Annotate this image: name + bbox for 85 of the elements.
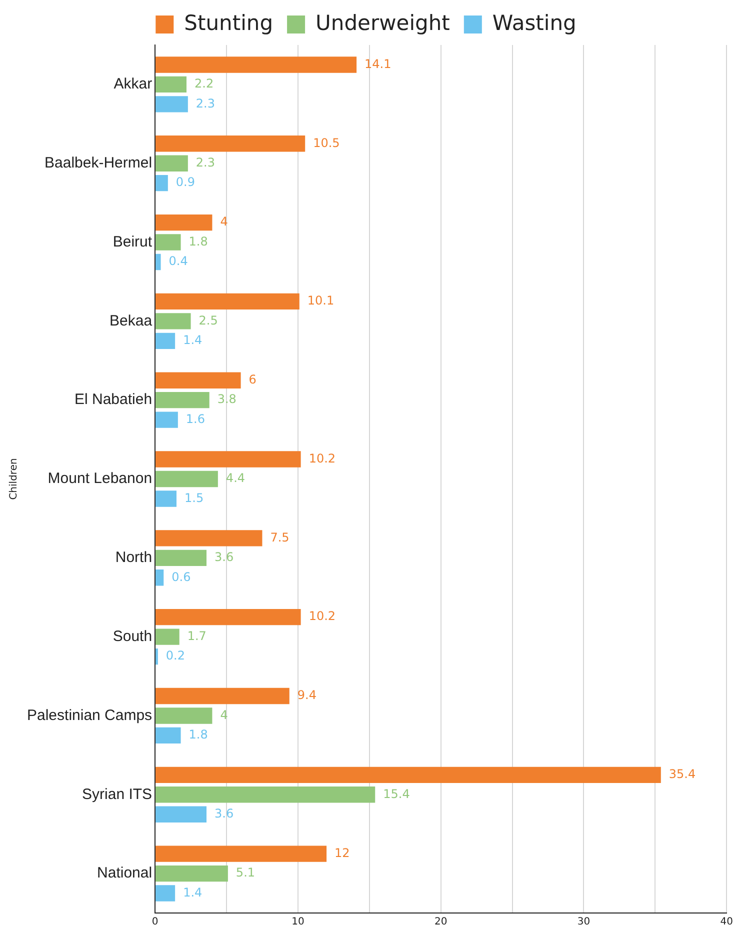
data-label: 3.6 (214, 550, 234, 564)
data-label: 0.9 (176, 175, 196, 190)
y-tick-label: Beirut (112, 233, 153, 250)
data-label: 7.5 (270, 530, 290, 544)
bar (156, 96, 188, 112)
data-label: 35.4 (668, 767, 696, 782)
data-label: 3.6 (214, 806, 234, 820)
data-label: 14.1 (364, 56, 392, 71)
data-label: 15.4 (383, 786, 410, 801)
bar (156, 254, 161, 270)
data-label: 2.3 (196, 96, 216, 110)
y-tick-label: Syrian ITS (82, 786, 152, 803)
x-tick-label: 10 (292, 916, 304, 928)
bar (156, 56, 357, 73)
y-tick-label: South (112, 628, 152, 645)
y-tick-label: Bekaa (110, 312, 153, 330)
data-label: 1.7 (187, 628, 206, 643)
data-label: 1.6 (186, 412, 206, 426)
bar (156, 688, 290, 704)
data-label: 0.6 (172, 570, 191, 584)
legend-label: Wasting (492, 10, 576, 35)
bar (156, 175, 168, 192)
bar (156, 214, 212, 231)
bar (156, 570, 164, 586)
data-label: 2.3 (196, 155, 216, 170)
bar (156, 470, 218, 488)
x-tick-label: 30 (577, 916, 590, 928)
x-tick-label: 0 (152, 916, 158, 928)
data-label: 3.8 (217, 392, 236, 406)
bar (156, 372, 241, 388)
y-tick-label: Mount Lebanon (48, 470, 152, 488)
legend-label: Underweight (316, 10, 450, 35)
x-tick-label: 20 (434, 916, 448, 928)
data-label: 10.2 (308, 609, 336, 624)
bar (156, 609, 301, 626)
y-tick-label: El Nabatieh (74, 391, 152, 408)
bar (156, 550, 207, 566)
data-label: 1.4 (183, 885, 202, 900)
data-label: 4 (220, 708, 228, 722)
data-label: 4 (220, 214, 228, 229)
data-label: 12 (334, 846, 350, 860)
bar (156, 234, 181, 250)
data-label: 1.8 (188, 728, 208, 742)
data-label: 0.2 (166, 648, 186, 663)
bar (156, 293, 300, 310)
data-label: 1.4 (183, 333, 202, 348)
x-tick-label: 40 (720, 916, 734, 928)
y-axis-title: Children (8, 458, 20, 500)
y-tick-label: North (115, 549, 152, 566)
data-label: 6 (248, 372, 256, 386)
bar (156, 885, 176, 902)
data-label: 1.8 (188, 234, 208, 248)
bar (156, 136, 306, 152)
bar (156, 708, 212, 724)
data-label: 2.5 (198, 313, 218, 328)
y-tick-label: Akkar (114, 76, 152, 93)
bar (156, 313, 191, 330)
y-tick-label: National (97, 864, 152, 882)
bar (156, 786, 376, 803)
bar (156, 766, 661, 783)
bar (156, 155, 188, 172)
bar (156, 490, 176, 507)
y-tick-label: Palestinian Camps (27, 706, 152, 724)
data-label: 0.4 (168, 254, 188, 268)
data-label: 9.4 (297, 688, 316, 702)
legend-label: Stunting (184, 10, 274, 35)
bar (156, 451, 301, 468)
data-label: 10.2 (308, 451, 336, 466)
bar (156, 332, 176, 349)
bar (156, 727, 181, 744)
bar (156, 628, 180, 645)
data-label: 4.4 (226, 471, 246, 486)
data-label: 5.1 (236, 866, 256, 880)
y-tick-label: Baalbek-Hermel (44, 154, 152, 172)
bar (156, 846, 327, 862)
bar (156, 76, 186, 93)
bar (156, 865, 228, 882)
bar (156, 806, 207, 822)
data-label: 2.2 (194, 76, 214, 91)
data-label: 1.5 (184, 490, 204, 505)
data-label: 10.5 (313, 136, 340, 150)
bar (156, 412, 178, 428)
bar (156, 530, 262, 546)
data-label: 10.1 (307, 294, 334, 308)
bar (156, 392, 210, 408)
